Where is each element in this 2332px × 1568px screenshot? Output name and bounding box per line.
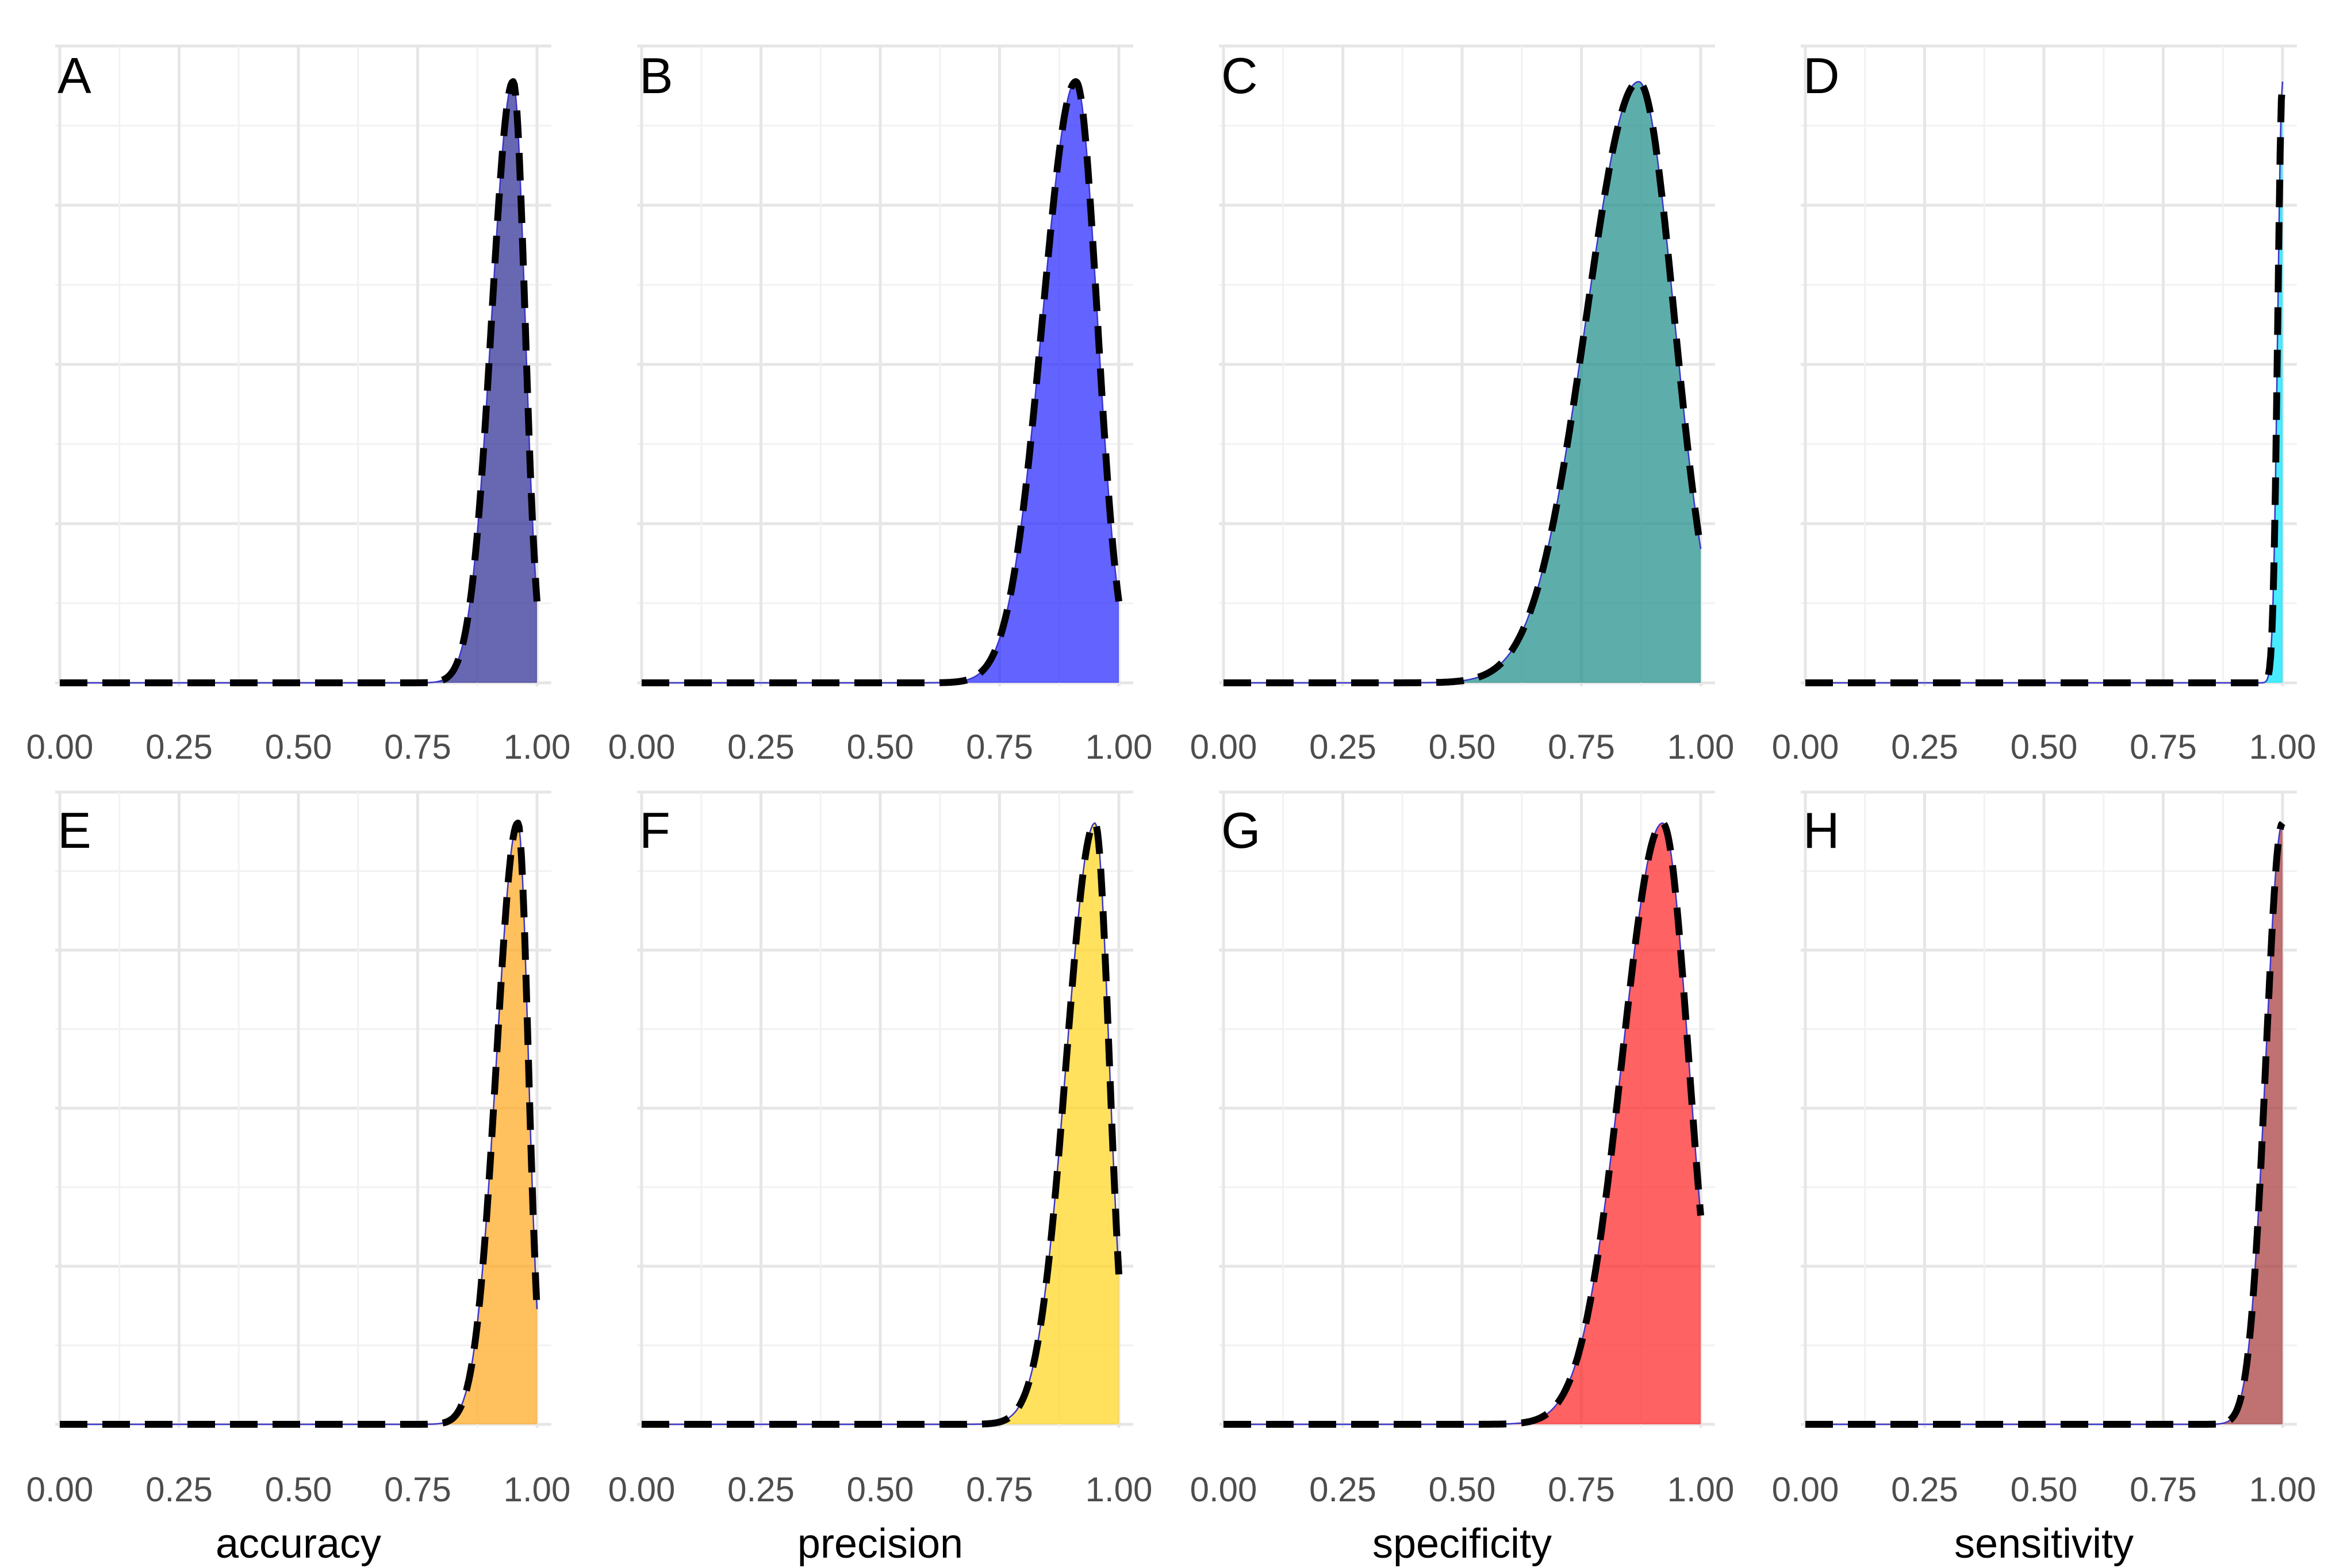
x-tick-label: 0.00 (1772, 1470, 1839, 1509)
x-tick-label: 0.75 (1548, 728, 1615, 766)
density-dashed-line-d (1803, 81, 2286, 686)
x-tick-label: 0.75 (966, 1470, 1033, 1509)
x-tick-label: 0.00 (1190, 728, 1257, 766)
x-tick-label: 0.00 (608, 728, 676, 766)
x-tick-label: 0.00 (608, 1470, 676, 1509)
density-area-c (1223, 82, 1701, 683)
x-tick-label: 0.00 (1190, 1470, 1257, 1509)
panel-letter-c: C (1221, 47, 1258, 104)
x-tick-label: 0.00 (1772, 728, 1839, 766)
density-dashed-line-b (639, 78, 1122, 686)
panel-d: 0.00 0.25 0.50 0.75 1.00 D (1772, 44, 2316, 766)
x-tick-label: 0.50 (1429, 1470, 1496, 1509)
panel-letter-a: A (57, 47, 91, 104)
density-dashed-line-f (639, 820, 1122, 1428)
density-dashed-line-g (1221, 820, 1704, 1428)
x-axis-title-precision: precision (797, 1521, 963, 1567)
density-area-e (60, 823, 537, 1424)
x-tick-label: 0.25 (145, 1470, 213, 1509)
x-tick-label: 0.25 (1891, 1470, 1958, 1509)
x-tick-label: 0.50 (1429, 728, 1496, 766)
density-dashed-line-a (57, 78, 540, 686)
x-tick-label: 1.00 (1086, 728, 1153, 766)
x-tick-label: 0.25 (145, 728, 213, 766)
x-tick-label: 1.00 (1086, 1470, 1153, 1509)
density-area-a (60, 82, 537, 683)
panel-letter-h: H (1803, 802, 1840, 859)
x-tick-label: 1.00 (1667, 1470, 1735, 1509)
x-tick-label: 0.25 (1891, 728, 1958, 766)
x-tick-label: 0.25 (727, 1470, 795, 1509)
x-tick-label: 0.50 (2011, 1470, 2078, 1509)
x-tick-label: 0.75 (1548, 1470, 1615, 1509)
panel-letter-e: E (57, 802, 91, 859)
x-tick-label: 0.50 (847, 728, 914, 766)
x-tick-label: 1.00 (504, 1470, 571, 1509)
panel-c: 0.00 0.25 0.50 0.75 1.00 C (1190, 44, 1735, 766)
x-tick-label: 0.25 (1309, 728, 1376, 766)
x-tick-label: 0.50 (265, 1470, 332, 1509)
x-axis-title-sensitivity: sensitivity (1954, 1521, 2134, 1567)
x-tick-label: 1.00 (1667, 728, 1735, 766)
x-tick-label: 0.75 (966, 728, 1033, 766)
x-tick-label: 0.25 (1309, 1470, 1376, 1509)
x-tick-label: 0.75 (384, 728, 451, 766)
x-tick-label: 0.75 (384, 1470, 451, 1509)
density-dashed-line-e (57, 820, 540, 1428)
x-tick-label: 0.00 (26, 1470, 94, 1509)
panel-letter-b: B (639, 47, 673, 104)
x-tick-label: 1.00 (504, 728, 571, 766)
density-area-b (642, 82, 1119, 683)
x-tick-label: 0.00 (26, 728, 94, 766)
x-tick-label: 0.50 (2011, 728, 2078, 766)
x-tick-label: 0.25 (727, 728, 795, 766)
x-tick-label: 0.75 (2130, 1470, 2197, 1509)
x-tick-label: 1.00 (2249, 728, 2316, 766)
x-axis-title-accuracy: accuracy (216, 1521, 381, 1567)
x-tick-label: 0.50 (265, 728, 332, 766)
x-axis-title-specificity: specificity (1372, 1521, 1552, 1567)
panel-letter-g: G (1221, 802, 1260, 859)
density-dashed-line-h (1803, 821, 2285, 1428)
density-area-f (642, 823, 1119, 1424)
panel-letter-d: D (1803, 47, 1840, 104)
density-area-g (1223, 823, 1701, 1424)
panel-letter-f: F (639, 802, 670, 859)
x-tick-label: 1.00 (2249, 1470, 2316, 1509)
panel-b: 0.00 0.25 0.50 0.75 1.00 B (608, 44, 1153, 766)
density-dashed-line-c (1221, 78, 1704, 686)
x-tick-label: 0.50 (847, 1470, 914, 1509)
x-tick-label: 0.75 (2130, 728, 2197, 766)
panel-a: 0.00 0.25 0.50 0.75 1.00 A (26, 44, 571, 766)
